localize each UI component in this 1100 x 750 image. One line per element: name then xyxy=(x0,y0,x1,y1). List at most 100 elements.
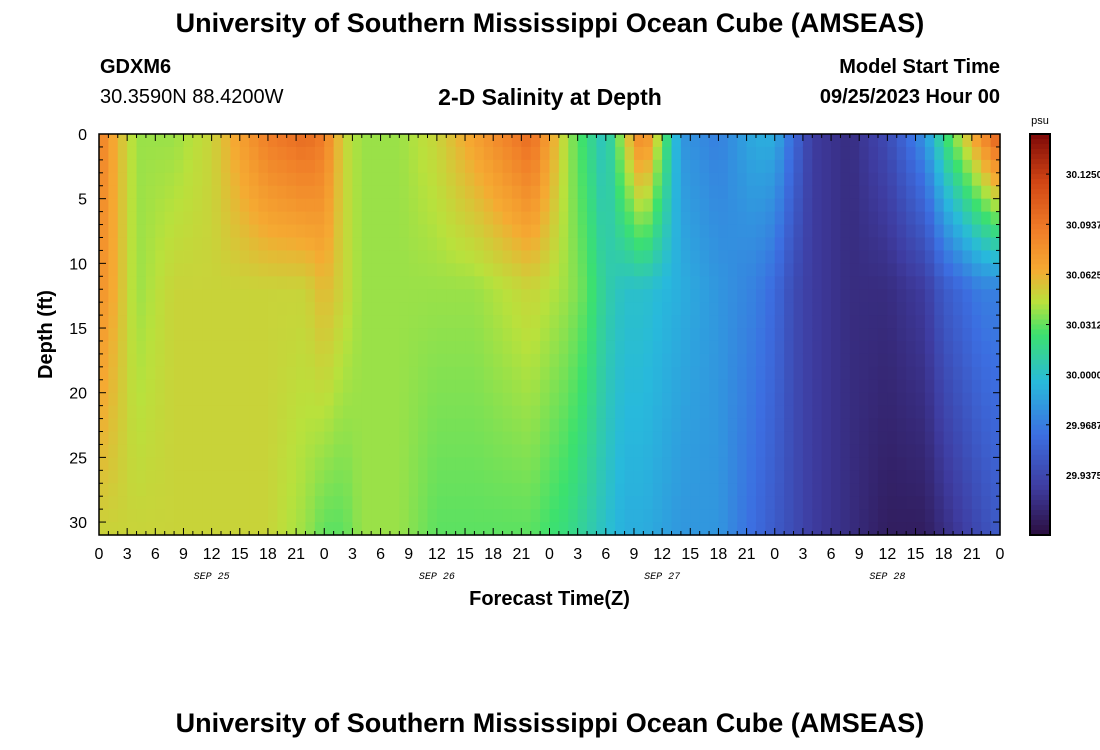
heatmap-cell xyxy=(943,250,954,264)
heatmap-cell xyxy=(934,198,945,213)
heatmap-cell xyxy=(99,496,109,510)
heatmap-cell xyxy=(418,276,429,290)
heatmap-cell xyxy=(371,289,382,303)
heatmap-cell xyxy=(314,340,325,355)
heatmap-cell xyxy=(399,522,410,536)
heatmap-cell xyxy=(192,315,203,329)
heatmap-cell xyxy=(981,418,992,433)
heatmap-cell xyxy=(718,509,729,523)
heatmap-cell xyxy=(577,509,588,523)
heatmap-cell xyxy=(211,289,222,303)
heatmap-cell xyxy=(465,289,476,303)
heatmap-cell xyxy=(361,276,372,290)
heatmap-cell xyxy=(511,509,522,523)
heatmap-cell xyxy=(662,224,673,239)
heatmap-cell xyxy=(258,315,269,329)
heatmap-cell xyxy=(483,340,494,355)
heatmap-cell xyxy=(530,302,541,316)
heatmap-cell xyxy=(333,405,344,420)
heatmap-cell xyxy=(765,340,776,355)
heatmap-cell xyxy=(652,211,663,226)
heatmap-cell xyxy=(718,224,729,239)
heatmap-cell xyxy=(418,289,429,303)
heatmap-cell xyxy=(436,185,447,200)
heatmap-cell xyxy=(183,444,194,458)
heatmap-cell xyxy=(427,302,438,316)
heatmap-cell xyxy=(596,392,607,407)
heatmap-cell xyxy=(793,172,804,187)
heatmap-cell xyxy=(164,172,175,187)
heatmap-cell xyxy=(746,289,757,303)
heatmap-cell xyxy=(859,328,870,342)
heatmap-cell xyxy=(962,340,973,355)
heatmap-cell xyxy=(755,353,766,368)
heatmap-cell xyxy=(521,431,532,446)
heatmap-cell xyxy=(887,172,898,187)
heatmap-cell xyxy=(465,444,476,458)
heatmap-cell xyxy=(221,444,231,458)
heatmap-cell xyxy=(286,263,297,277)
heatmap-cell xyxy=(962,366,973,381)
heatmap-cell xyxy=(540,444,551,458)
heatmap-cell xyxy=(408,366,419,381)
heatmap-cell xyxy=(896,250,907,264)
heatmap-cell xyxy=(305,263,316,277)
heatmap-cell xyxy=(633,496,644,510)
heatmap-cell xyxy=(399,366,410,381)
heatmap-cell xyxy=(511,289,522,303)
heatmap-cell xyxy=(436,379,447,394)
heatmap-cell xyxy=(427,340,438,355)
heatmap-cell xyxy=(746,444,757,458)
heatmap-cell xyxy=(915,340,926,355)
heatmap-cell xyxy=(971,457,982,471)
heatmap-cell xyxy=(371,483,382,497)
heatmap-cell xyxy=(127,134,138,148)
heatmap-cell xyxy=(483,172,494,187)
heatmap-cell xyxy=(624,340,635,355)
heatmap-cell xyxy=(953,315,964,329)
heatmap-cell xyxy=(990,379,1001,394)
heatmap-cell xyxy=(615,379,626,394)
colorbar-segment xyxy=(1030,144,1050,150)
heatmap-cell xyxy=(652,172,663,187)
heatmap-cell xyxy=(821,340,832,355)
heatmap-cell xyxy=(230,457,241,471)
heatmap-cell xyxy=(643,379,654,394)
heatmap-cell xyxy=(784,315,795,329)
heatmap-cell xyxy=(277,159,288,174)
heatmap-cell xyxy=(127,224,138,239)
heatmap-cell xyxy=(493,185,504,200)
heatmap-cell xyxy=(662,198,673,213)
heatmap-cell xyxy=(784,431,795,446)
heatmap-cell xyxy=(314,328,325,342)
heatmap-cell xyxy=(127,457,138,471)
heatmap-cell xyxy=(211,444,222,458)
heatmap-cell xyxy=(136,134,147,148)
heatmap-cell xyxy=(239,405,250,420)
heatmap-cell xyxy=(840,444,851,458)
heatmap-cell xyxy=(906,172,917,187)
heatmap-cell xyxy=(671,431,682,446)
heatmap-cell xyxy=(136,328,147,342)
heatmap-cell xyxy=(971,211,982,226)
heatmap-cell xyxy=(230,483,241,497)
heatmap-cell xyxy=(558,418,569,433)
heatmap-cell xyxy=(211,340,222,355)
heatmap-cell xyxy=(840,366,851,381)
heatmap-cell xyxy=(183,185,194,200)
heatmap-cell xyxy=(474,134,485,148)
heatmap-cell xyxy=(99,392,109,407)
heatmap-cell xyxy=(727,509,738,523)
heatmap-cell xyxy=(577,379,588,394)
heatmap-cell xyxy=(511,483,522,497)
heatmap-cell xyxy=(230,509,241,523)
heatmap-cell xyxy=(981,302,992,316)
heatmap-cell xyxy=(314,185,325,200)
heatmap-cell xyxy=(389,366,400,381)
heatmap-cell xyxy=(333,211,344,226)
heatmap-cell xyxy=(155,134,166,148)
heatmap-cell xyxy=(483,263,494,277)
heatmap-cell xyxy=(352,250,363,264)
heatmap-cell xyxy=(239,496,250,510)
heatmap-cell xyxy=(493,315,504,329)
